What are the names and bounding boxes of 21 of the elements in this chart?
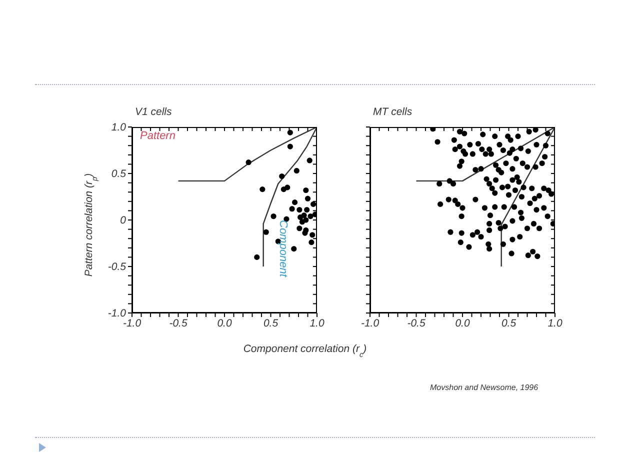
y-tick-label: 0.5 xyxy=(111,168,126,180)
x-tick-label: -0.5 xyxy=(169,317,188,330)
chart-title: MT cells xyxy=(373,106,412,118)
x-tick-label: 1.0 xyxy=(310,317,324,330)
y-tick-label: -0.5 xyxy=(108,261,126,274)
x-tick-label: 1.0 xyxy=(548,317,562,330)
x-tick-label: 0.5 xyxy=(263,317,278,330)
y-tick-label: 1.0 xyxy=(111,122,126,134)
x-tick-label: -1.0 xyxy=(360,317,380,330)
x-tick-label: -1.0 xyxy=(122,317,142,330)
y-tick-label: 0 xyxy=(120,214,126,227)
x-tick-label: 0.5 xyxy=(501,317,516,330)
annotation: Pattern xyxy=(140,130,176,142)
x-tick-label: 0.0 xyxy=(455,317,470,330)
annotation: Component xyxy=(277,220,289,277)
text: Movshon and Newsome, 1996 xyxy=(430,383,538,392)
x-axis-title: Component correlation (r$_{c}$) xyxy=(243,343,367,358)
x-tick-label: 0.0 xyxy=(217,317,232,330)
chart-title: V1 cells xyxy=(135,106,172,118)
x-tick-label: -0.5 xyxy=(407,317,426,330)
y-tick-label: -1.0 xyxy=(108,308,126,320)
